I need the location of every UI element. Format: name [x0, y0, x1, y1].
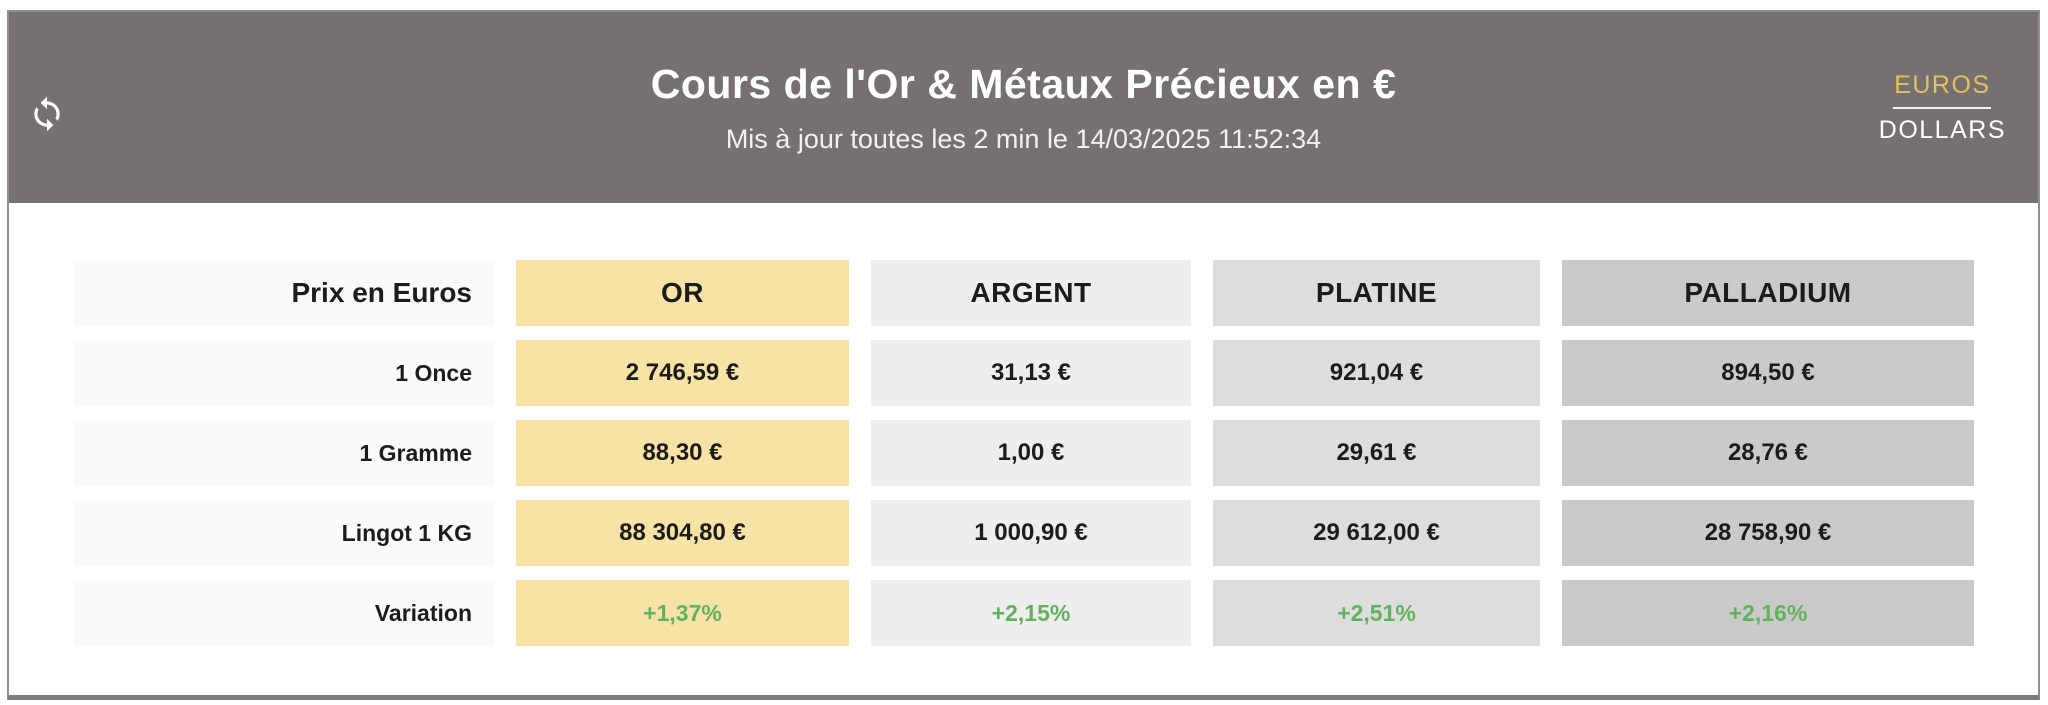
- value-lingot-1-kg-platine: 29 612,00 €: [1213, 500, 1540, 566]
- page-title: Cours de l'Or & Métaux Précieux en €: [650, 60, 1397, 107]
- currency-option-dollars[interactable]: DOLLARS: [1878, 115, 2006, 144]
- widget-body: Prix en Euros OR ARGENT PLATINE PALLADIUM 1 O…: [9, 203, 2038, 646]
- row-label-1-gramme: 1 Gramme: [74, 420, 494, 486]
- gold-price-widget: Cours de l'Or & Métaux Précieux en € Mis…: [7, 10, 2040, 700]
- currency-toggle-divider: [1893, 106, 1992, 109]
- value-variation-or: +1,37%: [516, 580, 849, 646]
- row-label-variation: Variation: [74, 580, 494, 646]
- value-1-once-argent: 31,13 €: [871, 340, 1191, 406]
- value-variation-argent: +2,15%: [871, 580, 1191, 646]
- column-header-or: OR: [516, 260, 849, 326]
- value-1-gramme-platine: 29,61 €: [1213, 420, 1540, 486]
- value-1-once-or: 2 746,59 €: [516, 340, 849, 406]
- metals-table: Prix en Euros OR ARGENT PLATINE PALLADIUM 1 O…: [74, 260, 2038, 646]
- value-variation-platine: +2,51%: [1213, 580, 1540, 646]
- value-1-gramme-or: 88,30 €: [516, 420, 849, 486]
- value-lingot-1-kg-or: 88 304,80 €: [516, 500, 849, 566]
- column-header-palladium: PALLADIUM: [1562, 260, 1974, 326]
- last-updated-text: Mis à jour toutes les 2 min le 14/03/202…: [725, 123, 1322, 154]
- value-lingot-1-kg-argent: 1 000,90 €: [871, 500, 1191, 566]
- currency-toggle: EUROS DOLLARS: [1877, 67, 2008, 149]
- value-variation-palladium: +2,16%: [1562, 580, 1974, 646]
- row-label-1-once: 1 Once: [74, 340, 494, 406]
- value-lingot-1-kg-palladium: 28 758,90 €: [1562, 500, 1974, 566]
- value-1-gramme-argent: 1,00 €: [871, 420, 1191, 486]
- refresh-icon: [28, 95, 66, 133]
- value-1-once-palladium: 894,50 €: [1562, 340, 1974, 406]
- table-corner-label: Prix en Euros: [74, 260, 494, 326]
- value-1-once-platine: 921,04 €: [1213, 340, 1540, 406]
- column-header-platine: PLATINE: [1213, 260, 1540, 326]
- column-header-argent: ARGENT: [871, 260, 1191, 326]
- value-1-gramme-palladium: 28,76 €: [1562, 420, 1974, 486]
- currency-option-euros[interactable]: EUROS: [1894, 70, 1991, 99]
- row-label-lingot-1-kg: Lingot 1 KG: [74, 500, 494, 566]
- widget-header: Cours de l'Or & Métaux Précieux en € Mis…: [9, 12, 2038, 203]
- refresh-button[interactable]: [25, 92, 69, 136]
